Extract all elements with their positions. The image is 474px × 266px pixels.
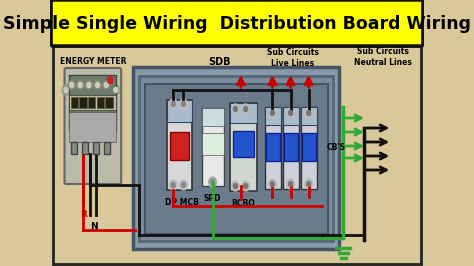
Circle shape: [68, 81, 75, 89]
Circle shape: [180, 99, 187, 109]
Circle shape: [307, 110, 310, 115]
Circle shape: [271, 110, 274, 115]
Circle shape: [234, 106, 237, 111]
Circle shape: [62, 85, 70, 95]
Bar: [264, 107, 281, 125]
Circle shape: [287, 108, 294, 118]
Circle shape: [114, 88, 118, 93]
Bar: [105, 97, 112, 108]
Circle shape: [77, 81, 84, 89]
Circle shape: [305, 179, 313, 189]
Text: Sub Circuits
Live Lines: Sub Circuits Live Lines: [267, 48, 319, 68]
Bar: [82, 142, 88, 154]
Circle shape: [234, 184, 237, 189]
Circle shape: [242, 104, 250, 114]
Circle shape: [289, 110, 292, 115]
Circle shape: [210, 180, 215, 185]
Bar: [301, 107, 317, 125]
Bar: [69, 95, 117, 110]
Bar: [80, 97, 87, 108]
Bar: [53, 46, 421, 264]
FancyBboxPatch shape: [51, 0, 423, 46]
Circle shape: [242, 181, 250, 191]
Bar: [283, 107, 299, 189]
Bar: [167, 100, 192, 122]
Circle shape: [231, 104, 239, 114]
Circle shape: [289, 181, 292, 186]
Bar: [283, 107, 299, 125]
Bar: [145, 84, 328, 234]
Circle shape: [307, 181, 310, 186]
Circle shape: [271, 181, 274, 186]
Bar: [301, 107, 317, 189]
Bar: [93, 142, 99, 154]
FancyBboxPatch shape: [64, 68, 121, 184]
Bar: [170, 132, 189, 160]
Circle shape: [85, 81, 92, 89]
Circle shape: [231, 181, 239, 191]
Circle shape: [244, 106, 247, 111]
Bar: [302, 133, 316, 161]
Text: Simple Single Wiring  Distribution Board Wiring: Simple Single Wiring Distribution Board …: [3, 15, 471, 33]
Bar: [104, 142, 110, 154]
Text: N: N: [90, 222, 98, 231]
Circle shape: [209, 177, 217, 187]
Circle shape: [104, 82, 108, 88]
Bar: [264, 107, 281, 189]
Bar: [88, 97, 95, 108]
Circle shape: [70, 82, 73, 88]
Circle shape: [64, 88, 68, 93]
Text: ENERGY METER: ENERGY METER: [60, 57, 126, 66]
Text: SPD: SPD: [204, 194, 221, 203]
Bar: [167, 100, 192, 190]
Circle shape: [103, 81, 110, 89]
Circle shape: [268, 179, 276, 189]
Circle shape: [87, 82, 91, 88]
Bar: [201, 108, 224, 186]
Circle shape: [78, 82, 82, 88]
Text: DP MCB: DP MCB: [165, 198, 199, 207]
Bar: [201, 133, 224, 155]
Circle shape: [169, 180, 177, 190]
Circle shape: [268, 108, 276, 118]
Bar: [233, 131, 254, 157]
Circle shape: [287, 179, 294, 189]
Bar: [133, 67, 339, 249]
Bar: [266, 133, 280, 161]
Circle shape: [182, 102, 185, 106]
Bar: [230, 103, 257, 191]
Circle shape: [94, 81, 101, 89]
Text: SDB: SDB: [209, 57, 231, 67]
Bar: [69, 112, 117, 142]
Bar: [97, 97, 104, 108]
Circle shape: [180, 180, 187, 190]
Bar: [69, 75, 117, 130]
Text: R: R: [80, 210, 87, 219]
Circle shape: [244, 184, 247, 189]
Circle shape: [305, 108, 313, 118]
Bar: [139, 76, 333, 241]
Bar: [201, 108, 224, 126]
Circle shape: [169, 99, 177, 109]
Circle shape: [182, 182, 185, 188]
Circle shape: [171, 182, 175, 188]
Text: Sub Circuits
Neutral Lines: Sub Circuits Neutral Lines: [354, 47, 411, 67]
Bar: [230, 103, 257, 123]
Circle shape: [96, 82, 100, 88]
Text: CB'S: CB'S: [327, 143, 346, 152]
Circle shape: [171, 102, 175, 106]
Bar: [71, 97, 78, 108]
Circle shape: [108, 77, 113, 84]
Text: RCBO: RCBO: [231, 199, 255, 208]
Circle shape: [112, 85, 119, 95]
Bar: [284, 133, 298, 161]
Bar: [71, 142, 77, 154]
